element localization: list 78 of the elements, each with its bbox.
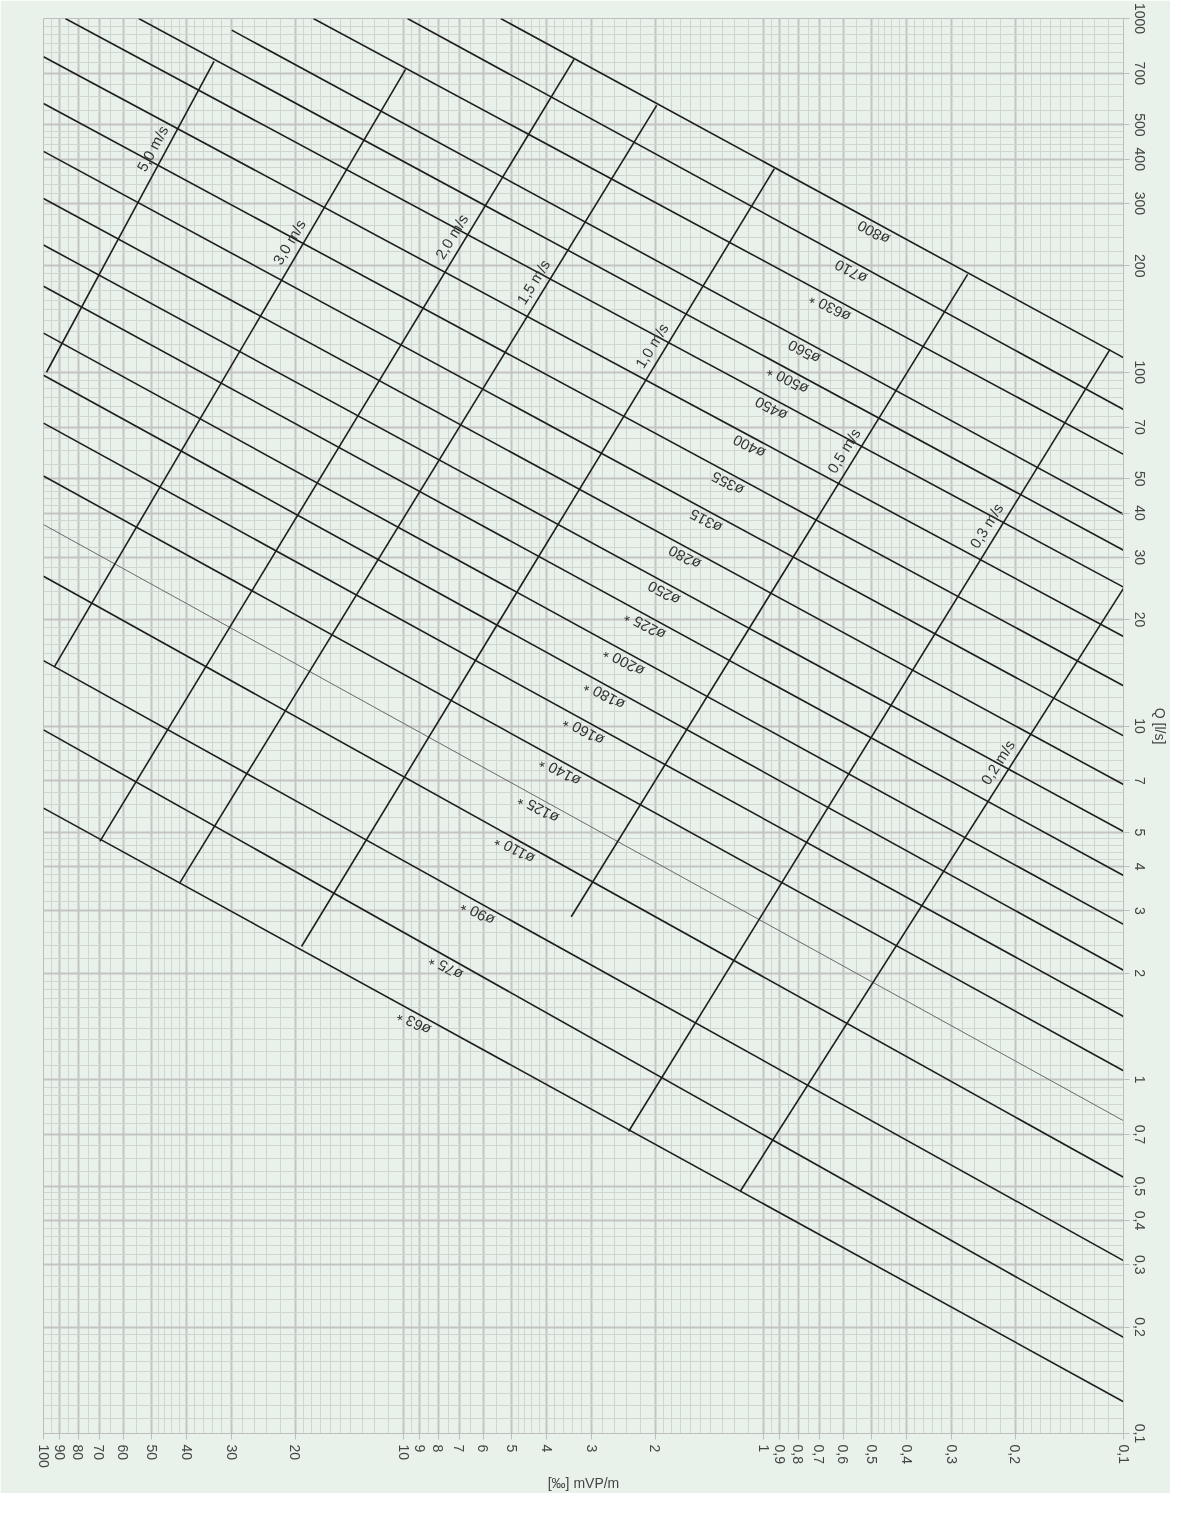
text: 0,5 m/s: [823, 425, 864, 476]
y-tick-label: 0,2: [1131, 1317, 1148, 1337]
text: ø710: [831, 256, 870, 288]
text: ø400: [730, 431, 769, 463]
x-tick-label: 1: [755, 1444, 772, 1453]
text: ø315: [686, 505, 725, 537]
text: ø355: [708, 468, 747, 500]
text: ø225 *: [621, 607, 669, 644]
y-axis-title: Q [l/s]: [1151, 707, 1168, 745]
text: 1,5 m/s: [513, 256, 554, 308]
text: ø250: [644, 577, 683, 609]
text: ø630 *: [806, 289, 854, 326]
x-tick-label: 8: [430, 1444, 447, 1453]
x-tick-label: 0,7: [811, 1444, 828, 1465]
y-tick-label: 70: [1131, 419, 1148, 436]
x-tick-label: 40: [178, 1444, 195, 1461]
x-tick-label: 0,9: [771, 1444, 788, 1465]
text: ø110 *: [491, 831, 538, 868]
y-tick-label: 1000: [1131, 2, 1148, 35]
y-tick-label: 50: [1131, 470, 1148, 487]
y-tick-label: 20: [1131, 611, 1148, 628]
y-tick-label: 30: [1131, 549, 1148, 566]
x-tick-label: 100: [35, 1444, 52, 1469]
x-tick-label: 70: [91, 1444, 108, 1461]
y-tick-label: 100: [1131, 360, 1148, 385]
x-tick-label: 0,4: [898, 1444, 915, 1465]
y-tick-label: 400: [1131, 147, 1148, 172]
x-tick-label: 20: [287, 1444, 304, 1461]
y-tick-label: 3: [1131, 907, 1148, 916]
x-tick-label: 80: [70, 1444, 87, 1461]
text: ø160 *: [559, 713, 608, 750]
x-tick-label: 4: [538, 1444, 555, 1453]
x-tick-label: 2: [647, 1444, 664, 1453]
text: 2,0 m/s: [431, 211, 472, 262]
y-tick-label: 0,5: [1131, 1176, 1148, 1197]
x-tick-label: 0,6: [835, 1444, 852, 1465]
x-tick-label: 0,1: [1115, 1444, 1132, 1465]
x-tick-label: 5: [503, 1444, 520, 1453]
text: 5,0 m/s: [133, 122, 172, 175]
x-tick-label: 9: [411, 1444, 428, 1453]
text: 1,0 m/s: [631, 320, 672, 372]
text: ø125 *: [514, 790, 562, 828]
y-tick-label: 300: [1131, 191, 1148, 216]
text: ø90 *: [457, 897, 498, 930]
y-tick-label: 700: [1131, 61, 1148, 86]
y-tick-label: 0,7: [1131, 1124, 1148, 1145]
text: ø280: [665, 542, 704, 574]
y-tick-label: 4: [1131, 862, 1148, 871]
x-tick-label: 0,5: [863, 1444, 880, 1465]
text: 3,0 m/s: [269, 216, 309, 268]
y-tick-label: 10: [1131, 718, 1148, 734]
y-tick-label: 500: [1131, 113, 1148, 137]
y-tick-label: 40: [1131, 505, 1148, 522]
text: ø63 *: [393, 1006, 434, 1040]
y-tick-label: 1: [1131, 1075, 1148, 1084]
x-tick-label: 0,8: [790, 1444, 807, 1465]
x-axis-title: [‰] mVP/m: [547, 1474, 620, 1491]
x-tick-label: 7: [451, 1444, 468, 1453]
text: ø75 *: [425, 951, 466, 984]
y-tick-label: 5: [1131, 828, 1148, 837]
text: 0,3 m/s: [966, 500, 1007, 552]
x-tick-label: 60: [115, 1444, 132, 1461]
y-tick-label: 0,3: [1131, 1254, 1148, 1275]
x-tick-label: 3: [583, 1444, 600, 1453]
text: ø800: [854, 217, 893, 249]
y-tick-label: 0,4: [1131, 1210, 1148, 1231]
y-tick-label: 7: [1131, 776, 1148, 785]
x-tick-label: 90: [51, 1444, 68, 1461]
text: 0,2 m/s: [977, 736, 1018, 788]
y-tick-label: 200: [1131, 254, 1148, 278]
x-tick-label: 50: [143, 1444, 160, 1461]
text: ø140 *: [536, 753, 584, 790]
x-tick-label: 10: [395, 1444, 412, 1461]
x-tick-label: 0,2: [1007, 1444, 1024, 1465]
x-tick-label: 6: [475, 1444, 492, 1453]
y-tick-label: 2: [1131, 969, 1148, 978]
x-tick-label: 30: [223, 1444, 240, 1461]
x-tick-label: 0,3: [943, 1444, 960, 1465]
